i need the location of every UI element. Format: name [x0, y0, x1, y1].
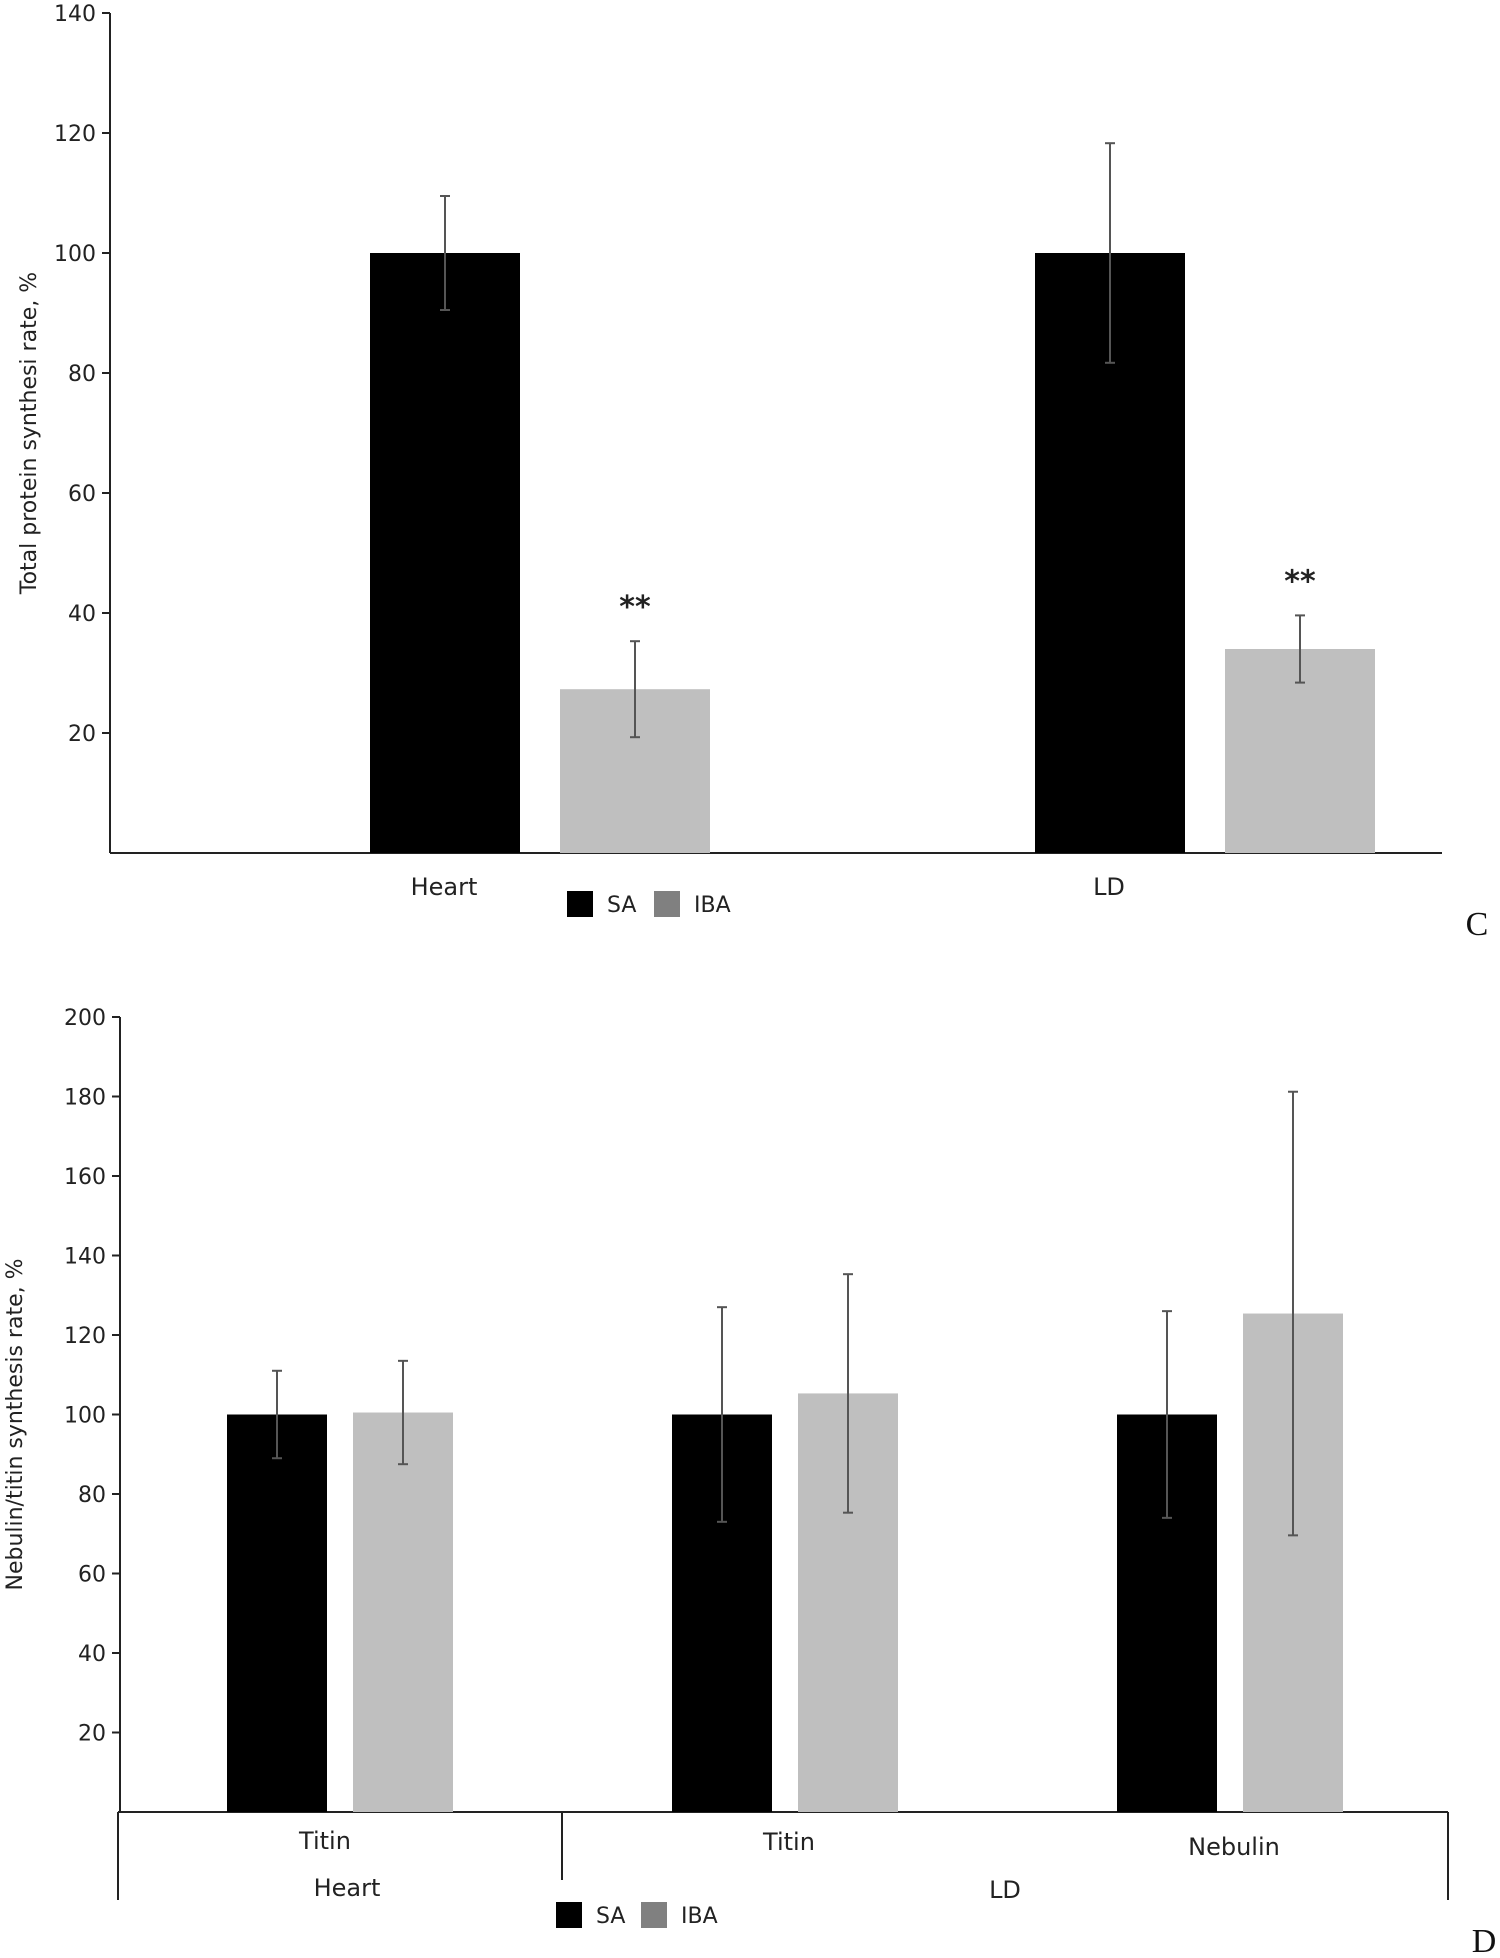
d-y-tick-label: 160 — [64, 1165, 106, 1190]
d-y-tick-label: 200 — [64, 1006, 106, 1031]
d-y-tick-label: 120 — [64, 1324, 106, 1349]
c-significance-marker: ** — [1284, 564, 1316, 599]
c-x-category-label: Heart — [411, 873, 478, 901]
c-legend-label: IBA — [694, 893, 731, 918]
panel-label-c: C — [1466, 906, 1489, 943]
c-legend-swatch-iba — [654, 891, 680, 917]
c-y-tick-label: 100 — [54, 242, 96, 267]
c-x-category-label: LD — [1093, 873, 1125, 901]
panel-label-d: D — [1472, 1923, 1497, 1958]
c-y-axis-label: Total protein synthesi rate, % — [17, 272, 42, 595]
d-y-tick-label: 80 — [78, 1483, 106, 1508]
c-y-tick-label: 140 — [54, 2, 96, 27]
d-y-tick-label: 180 — [64, 1086, 106, 1111]
d-x-category-label: Titin — [762, 1828, 815, 1856]
d-y-axis-label: Nebulin/titin synthesis rate, % — [3, 1258, 28, 1590]
c-y-tick-label: 80 — [68, 362, 96, 387]
d-legend-swatch-sa — [556, 1902, 582, 1928]
d-y-tick-label: 20 — [78, 1722, 106, 1747]
d-legend-swatch-iba — [641, 1902, 667, 1928]
chart-d-nebulin-titin: 20 40 60 80 100 120 140 160 180 200 Nebulin/titin … — [3, 1006, 1449, 1929]
d-x-group-label: Heart — [314, 1874, 381, 1902]
c-legend-label: SA — [607, 893, 636, 918]
c-bar-heart-sa — [370, 253, 520, 853]
d-y-tick-label: 60 — [78, 1563, 106, 1588]
chart-c-total-protein: 20 40 60 80 100 120 140 Total protein synthesi … — [17, 2, 1442, 918]
d-bar-titin-0-iba — [353, 1412, 453, 1812]
c-significance-marker: ** — [619, 590, 651, 625]
d-bar-titin-0-sa — [227, 1414, 327, 1812]
d-legend-label: SA — [596, 1904, 625, 1929]
d-x-category-label: Nebulin — [1188, 1833, 1280, 1861]
d-x-group-label: LD — [989, 1876, 1021, 1904]
c-y-tick-label: 120 — [54, 122, 96, 147]
d-y-tick-label: 140 — [64, 1245, 106, 1270]
c-legend-swatch-sa — [567, 891, 593, 917]
c-y-tick-label: 60 — [68, 482, 96, 507]
d-x-category-label: Titin — [298, 1827, 351, 1855]
c-y-tick-label: 20 — [68, 722, 96, 747]
c-y-tick-label: 40 — [68, 602, 96, 627]
d-legend-label: IBA — [681, 1904, 718, 1929]
d-y-tick-label: 100 — [64, 1404, 106, 1429]
d-y-tick-label: 40 — [78, 1642, 106, 1667]
